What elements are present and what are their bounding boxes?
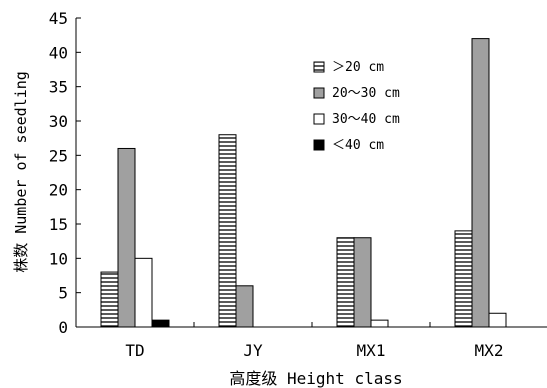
y-axis-label: 株数 Number of seedling (12, 71, 30, 273)
y-tick-label: 45 (49, 9, 68, 28)
legend-swatch (313, 139, 325, 151)
y-tick-label: 35 (49, 78, 68, 97)
bar-mx2-series-2 (471, 38, 490, 328)
y-tick-label: 25 (49, 146, 68, 165)
bar-td-series-3 (134, 257, 153, 328)
y-tick-label: 15 (49, 215, 68, 234)
y-tick-label: 20 (49, 181, 68, 200)
legend-label: 30～40 cm (332, 112, 400, 127)
bar-jy-series-1 (218, 134, 237, 328)
y-tick-label: 10 (49, 249, 68, 268)
legend-label: 20～30 cm (332, 86, 400, 101)
x-tick-label: TD (125, 341, 144, 360)
legend-label: ＜40 cm (332, 138, 384, 153)
legend-label: ＞20 cm (332, 60, 384, 75)
bar-mx1-series-1 (336, 237, 355, 328)
legend-swatch (313, 61, 325, 73)
bar-mx2-series-1 (454, 230, 473, 328)
legend-swatch (313, 113, 325, 125)
x-tick-label: MX1 (357, 341, 386, 360)
bar-td-series-2 (117, 147, 136, 328)
bar-jy-series-2 (235, 285, 254, 328)
x-tick-label: MX2 (475, 341, 504, 360)
x-ticks: TD JY MX1 MX2 (125, 322, 503, 360)
legend-swatch (313, 87, 325, 99)
y-tick-label: 30 (49, 112, 68, 131)
y-tick-label: 0 (58, 318, 68, 337)
x-axis-label: 高度级 Height class (229, 369, 402, 388)
legend: ＞20 cm 20～30 cm 30～40 cm ＜40 cm (313, 60, 400, 153)
y-tick-label: 40 (49, 43, 68, 62)
y-ticks: 0 5 10 15 20 25 30 35 40 45 (49, 9, 81, 337)
bar-mx2-series-3 (488, 312, 507, 328)
bar-td-series-1 (100, 271, 119, 328)
bar-mx1-series-3 (370, 319, 389, 328)
x-tick-label: JY (243, 341, 263, 360)
bars (100, 38, 507, 328)
bar-mx1-series-2 (353, 237, 372, 328)
y-tick-label: 5 (58, 284, 68, 303)
bar-td-series-4 (151, 319, 170, 328)
